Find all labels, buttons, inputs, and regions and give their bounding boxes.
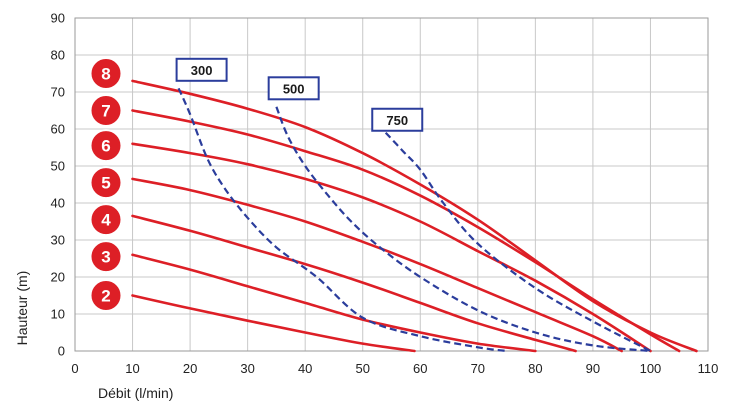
y-tick-label: 30 [51, 233, 65, 248]
x-tick-label: 100 [640, 361, 662, 376]
plot-area-border [74, 17, 709, 352]
y-tick-label: 70 [51, 85, 65, 100]
pressure-badges: 8 7 6 5 4 3 2 [89, 57, 123, 312]
x-tick-label: 60 [413, 361, 427, 376]
pressure-curve-3 [131, 253, 537, 353]
pressure-curve-2 [131, 294, 416, 353]
grid [74, 17, 709, 352]
badge-circle-4 [89, 203, 123, 237]
x-tick-label: 70 [471, 361, 485, 376]
badge-label-7: 7 [101, 102, 110, 121]
x-tick-label: 80 [528, 361, 542, 376]
y-tick-label: 50 [51, 159, 65, 174]
badge-label-6: 6 [101, 137, 110, 156]
flow-label-500: 500 [283, 81, 305, 96]
flow-label-750: 750 [386, 113, 408, 128]
badge-circle-6 [89, 129, 123, 163]
flow-label-box-500 [267, 76, 320, 101]
x-tick-label: 110 [698, 361, 719, 376]
y-axis-title: Hauteur (m) [14, 271, 30, 346]
flow-curve-500 [275, 106, 651, 353]
y-tick-label: 40 [51, 196, 65, 211]
flow-curve-300 [177, 87, 507, 353]
x-tick-label: 10 [125, 361, 139, 376]
badge-circle-7 [89, 94, 123, 127]
y-tick-label: 80 [51, 48, 65, 63]
badge-label-2: 2 [101, 287, 110, 306]
flow-label-box-750 [371, 107, 424, 132]
badge-label-8: 8 [101, 65, 110, 84]
x-tick-label: 40 [298, 361, 312, 376]
badge-circle-8 [89, 57, 123, 90]
x-tick-label: 0 [71, 361, 78, 376]
badge-label-3: 3 [101, 248, 110, 267]
flow-label-300: 300 [191, 63, 213, 78]
badge-circle-3 [89, 240, 123, 274]
pressure-curve-6 [131, 142, 652, 353]
badge-label-4: 4 [101, 211, 111, 230]
badge-circle-2 [89, 279, 123, 312]
pressure-curve-7 [131, 109, 681, 353]
x-tick-label: 20 [183, 361, 197, 376]
y-tick-label: 20 [51, 270, 65, 285]
flow-curves [177, 87, 652, 353]
pressure-curve-8 [131, 79, 698, 353]
y-tick-label: 10 [51, 307, 65, 322]
flow-labels: 300 500 750 [175, 57, 424, 132]
y-tick-label: 90 [51, 11, 65, 26]
y-tick-label: 0 [58, 344, 65, 359]
badge-label-5: 5 [101, 174, 110, 193]
x-tick-label: 90 [586, 361, 600, 376]
x-axis-title: Débit (l/min) [98, 385, 173, 401]
pressure-curve-5 [131, 177, 623, 353]
x-tick-label: 50 [355, 361, 369, 376]
flow-curve-750 [384, 131, 652, 352]
pressure-curves [131, 79, 698, 353]
badge-circle-5 [89, 166, 123, 200]
x-tick-label: 30 [240, 361, 254, 376]
pressure-curve-4 [131, 214, 577, 353]
axis-ticks: 0 10 20 30 40 50 60 70 80 90 100 110 0 10 20 30 40 50 60 70… [51, 11, 719, 377]
y-tick-label: 60 [51, 122, 65, 137]
flow-label-box-300 [175, 57, 228, 82]
